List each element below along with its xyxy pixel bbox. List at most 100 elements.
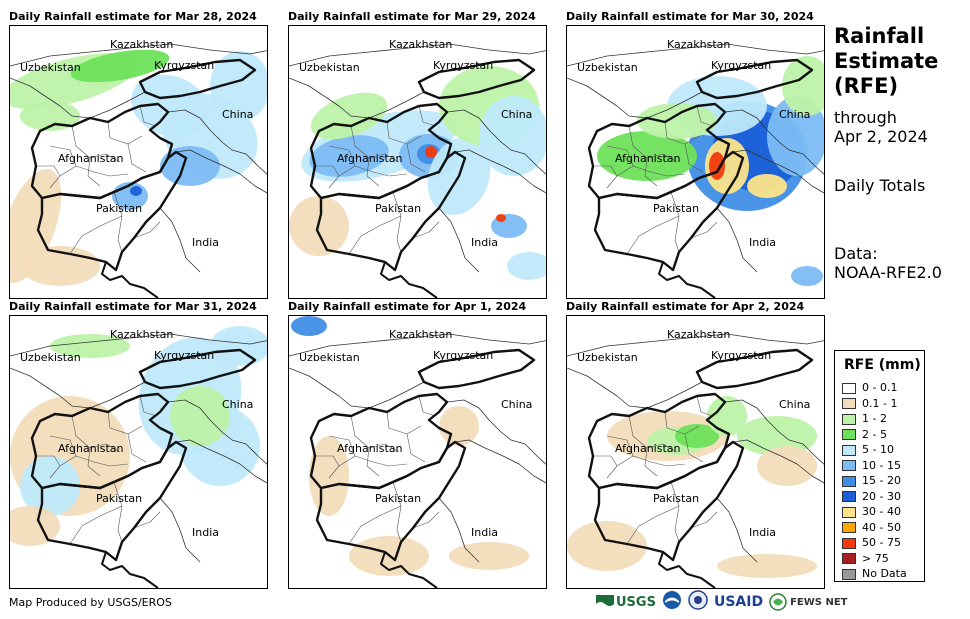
legend-label: 40 - 50 <box>862 520 901 534</box>
rainfall-area <box>737 416 817 456</box>
border-line <box>670 191 680 253</box>
border-line <box>380 551 438 588</box>
border-line <box>644 447 658 477</box>
rainfall-area <box>767 96 824 176</box>
border-line <box>366 447 380 477</box>
noaa-logo <box>662 590 682 614</box>
border-line <box>138 348 257 390</box>
rainfall-area <box>507 252 546 280</box>
border-line <box>10 333 267 357</box>
rainfall-area <box>309 135 389 177</box>
border-line <box>159 207 201 273</box>
legend-item: No Data <box>842 567 907 582</box>
legend-item: 1 - 2 <box>842 412 887 427</box>
legend-item: 20 - 30 <box>842 490 901 505</box>
legend-item: 2 - 5 <box>842 428 887 443</box>
border-line <box>10 43 267 67</box>
map-label-india: India <box>192 526 219 539</box>
map-label-pakistan: Pakistan <box>96 492 143 505</box>
map-label-uzbekistan: Uzbekistan <box>299 351 360 364</box>
border-line <box>690 221 718 239</box>
border-line <box>87 447 101 477</box>
border-line <box>36 150 188 272</box>
legend-swatch <box>842 444 856 456</box>
border-line <box>646 381 703 409</box>
legend-label: > 75 <box>862 551 889 565</box>
data-label: Data: <box>834 244 878 263</box>
border-line <box>454 149 546 194</box>
border-line <box>417 58 536 100</box>
border-line <box>328 435 356 467</box>
border-line <box>354 455 408 467</box>
border-line <box>696 105 714 127</box>
border-line <box>49 435 77 467</box>
through-date: Apr 2, 2024 <box>834 127 928 146</box>
border-line <box>315 440 467 562</box>
border-line <box>10 77 91 119</box>
border-line <box>36 455 61 479</box>
map-label-india: India <box>749 236 776 249</box>
through-label: through <box>834 108 897 127</box>
border-line <box>348 215 402 255</box>
map-label-afghanistan: Afghanistan <box>58 442 124 455</box>
border-line <box>626 505 680 545</box>
usgs-logo: USGS <box>596 595 656 610</box>
rainfall-area <box>439 406 479 446</box>
border-line <box>175 149 267 194</box>
border-line <box>646 91 703 119</box>
border-line <box>670 481 680 543</box>
rainfall-area <box>70 49 170 83</box>
border-line <box>593 165 618 189</box>
border-line <box>107 121 143 145</box>
rainfall-area <box>10 506 60 546</box>
map-label-china: China <box>779 398 811 411</box>
border-line <box>438 207 480 273</box>
data-source: NOAA-RFE2.0 <box>834 263 942 282</box>
border-line <box>567 367 648 409</box>
border-line <box>315 165 340 189</box>
legend-swatch <box>842 398 856 409</box>
legend-item: 40 - 50 <box>842 521 901 536</box>
border-line <box>454 439 546 484</box>
map-panel-mar28: Kazakhstan Uzbekistan Kyrgyzstan China Afgha… <box>9 25 268 299</box>
map-panel-apr1: Kazakhstan Uzbekistan Kyrgyzstan China Afgha… <box>288 315 547 589</box>
border-line <box>690 511 718 529</box>
rainfall-area <box>709 152 725 180</box>
border-line <box>593 440 745 562</box>
legend-swatch <box>842 429 856 440</box>
border-line <box>392 481 402 543</box>
legend-label: 50 - 75 <box>862 536 901 549</box>
map-panel-apr2: Kazakhstan Uzbekistan Kyrgyzstan China Afgha… <box>566 315 825 589</box>
border-line <box>567 43 824 67</box>
legend-item: 50 - 75 <box>842 536 901 551</box>
rainfall-area <box>747 174 787 198</box>
rainfall-area <box>567 521 647 571</box>
map-label-uzbekistan: Uzbekistan <box>20 351 81 364</box>
seal-icon <box>688 590 708 610</box>
border-line <box>684 433 704 463</box>
map-label-uzbekistan: Uzbekistan <box>577 351 638 364</box>
border-line <box>658 551 716 588</box>
map-label-afghanistan: Afghanistan <box>615 442 681 455</box>
border-line <box>49 145 77 177</box>
rainfall-map <box>289 316 546 588</box>
border-line <box>392 191 402 253</box>
legend-item: 5 - 10 <box>842 443 894 458</box>
border-line <box>167 109 267 175</box>
legend-swatch <box>842 537 856 549</box>
rainfall-area <box>449 542 529 570</box>
map-label-china: China <box>501 108 533 121</box>
rainfall-area <box>782 56 824 116</box>
legend-swatch <box>842 382 856 394</box>
map-label-uzbekistan: Uzbekistan <box>577 61 638 74</box>
legend-item: 0.1 - 1 <box>842 397 897 412</box>
border-line <box>101 261 159 298</box>
rainfall-area <box>20 101 80 131</box>
legend-item: 15 - 20 <box>842 474 901 489</box>
rainfall-area <box>291 316 327 336</box>
map-label-uzbekistan: Uzbekistan <box>20 61 81 74</box>
map-label-india: India <box>471 236 498 249</box>
rainfall-area <box>675 424 719 448</box>
border-line <box>368 91 425 119</box>
legend-swatch <box>842 475 856 487</box>
